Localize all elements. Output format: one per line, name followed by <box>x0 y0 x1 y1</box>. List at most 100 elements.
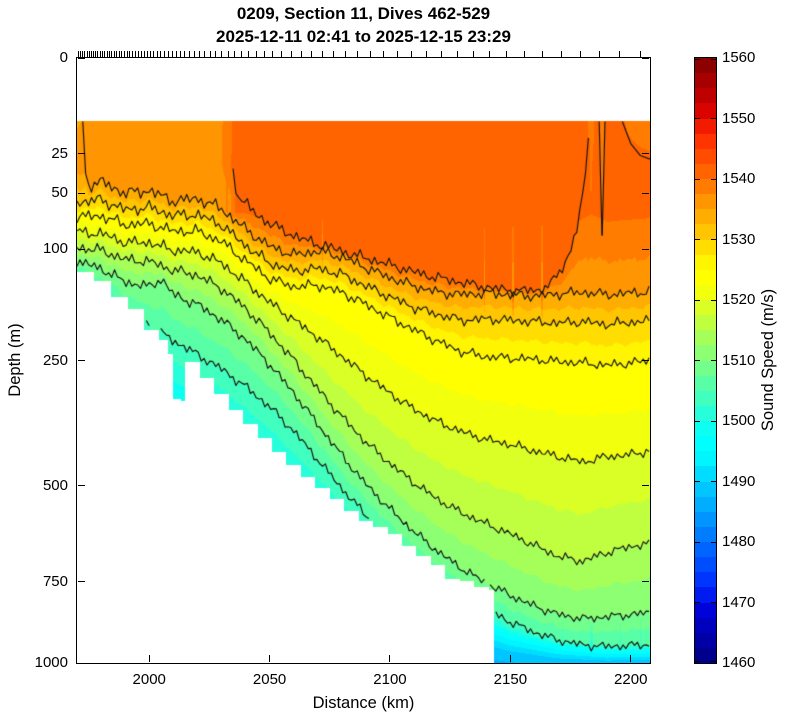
colorbar-tick-label: 1560 <box>722 49 756 66</box>
colorbar-segment <box>695 587 716 603</box>
x-tick-label: 2050 <box>252 671 287 688</box>
x-axis-label: Distance (km) <box>312 694 415 712</box>
y-tick-label: 0 <box>59 49 68 66</box>
dive-marker-tick <box>126 51 128 58</box>
colorbar-segment <box>695 58 716 74</box>
colorbar-segment <box>695 466 716 482</box>
y-axis-tick-left <box>78 581 85 583</box>
colorbar-segment <box>695 163 716 180</box>
dive-marker-tick <box>344 51 346 58</box>
dive-marker-tick <box>524 51 526 58</box>
dive-marker-tick <box>84 51 86 58</box>
dive-marker-tick <box>198 51 200 58</box>
dive-marker-tick <box>619 51 621 58</box>
colorbar-tick-label: 1510 <box>722 351 756 369</box>
colorbar-segment <box>695 284 716 301</box>
colorbar-segment <box>695 315 716 331</box>
x-axis-tick <box>269 655 271 662</box>
colorbar-tick-label: 1520 <box>722 291 756 308</box>
colorbar-segment <box>695 436 716 452</box>
colorbar-segment <box>695 572 716 588</box>
y-tick-label: 25 <box>51 144 68 162</box>
dive-marker-tick <box>109 51 110 58</box>
dive-marker-tick <box>472 51 474 58</box>
colorbar-segment <box>695 496 716 513</box>
y-axis-tick-left <box>78 662 85 664</box>
y-tick-label: 50 <box>51 184 68 202</box>
y-axis-tick-left <box>78 485 85 487</box>
dive-marker-tick <box>134 51 136 58</box>
dive-marker-tick <box>121 51 123 58</box>
colorbar-tick-label: 1530 <box>722 230 756 248</box>
dive-marker-tick <box>290 51 292 58</box>
dive-marker-tick <box>221 51 223 58</box>
dive-marker-tick <box>333 51 335 58</box>
colorbar-tick-left <box>695 360 700 361</box>
y-tick-label: 1000 <box>34 654 68 671</box>
dive-marker-tick <box>163 51 165 58</box>
dive-marker-tick <box>80 51 82 58</box>
contour-plot-canvas <box>77 58 650 663</box>
dive-marker-tick <box>579 51 581 58</box>
colorbar-tick-label: 1480 <box>722 533 756 550</box>
dive-marker-tick <box>506 51 508 58</box>
colorbar-segment <box>695 300 716 316</box>
colorbar-segment <box>695 148 716 165</box>
colorbar-tick-right <box>711 420 716 422</box>
plot-area <box>76 57 651 664</box>
figure-subtitle: 2025-12-11 02:41 to 2025-12-15 23:29 <box>216 27 511 46</box>
dive-marker-tick <box>104 51 106 58</box>
dive-marker-tick <box>106 51 108 58</box>
y-axis-tick-left <box>78 248 85 250</box>
dive-marker-tick <box>300 51 302 58</box>
colorbar-segment <box>695 269 716 286</box>
dive-marker-tick <box>310 51 312 58</box>
dive-marker-tick <box>167 51 169 58</box>
colorbar-segment <box>695 421 716 437</box>
y-axis-tick-right <box>642 153 649 155</box>
colorbar-tick-right <box>711 239 716 240</box>
dive-marker-tick <box>560 51 562 58</box>
x-axis-tick <box>630 655 632 662</box>
colorbar-segment <box>695 632 716 649</box>
dive-marker-tick <box>86 51 88 58</box>
colorbar-segment <box>695 390 716 407</box>
colorbar-segment <box>695 602 716 618</box>
dive-marker-tick <box>131 51 133 58</box>
dive-marker-tick <box>140 51 142 58</box>
colorbar-segment <box>695 557 716 573</box>
colorbar-segment <box>695 647 716 664</box>
colorbar-segment <box>695 133 716 150</box>
dive-marker-tick <box>153 51 155 58</box>
colorbar-tick-right <box>711 602 716 603</box>
dive-marker-tick <box>542 51 544 58</box>
x-axis-tick <box>389 655 391 662</box>
figure-title: 0209, Section 11, Dives 462-529 <box>236 4 491 23</box>
dive-marker-tick <box>90 51 92 58</box>
y-tick-label: 500 <box>42 476 68 494</box>
dive-marker-tick <box>188 51 190 58</box>
colorbar-segment <box>695 360 716 376</box>
dive-marker-tick <box>272 51 274 58</box>
x-tick-label: 2000 <box>132 671 166 688</box>
y-tick-label: 100 <box>42 240 68 258</box>
colorbar-tick-right <box>711 541 716 543</box>
colorbar-tick-left <box>695 239 700 240</box>
colorbar-segment <box>695 73 716 89</box>
colorbar-segment <box>695 330 716 346</box>
dive-marker-tick <box>599 51 601 58</box>
colorbar-segment <box>695 451 716 467</box>
y-axis-tick-right <box>642 248 649 250</box>
dive-marker-tick <box>411 51 413 58</box>
x-tick-label: 2200 <box>614 671 648 688</box>
dive-marker-tick <box>99 51 101 58</box>
colorbar-tick-right <box>711 660 716 662</box>
dive-marker-tick <box>88 51 90 58</box>
dive-marker-tick <box>264 51 266 58</box>
dive-marker-tick <box>123 51 125 58</box>
colorbar-tick-left <box>695 299 700 301</box>
x-tick-label: 2100 <box>373 671 407 688</box>
colorbar-tick-right <box>711 118 716 119</box>
colorbar-segment <box>695 617 716 634</box>
dive-marker-tick <box>77 51 79 58</box>
